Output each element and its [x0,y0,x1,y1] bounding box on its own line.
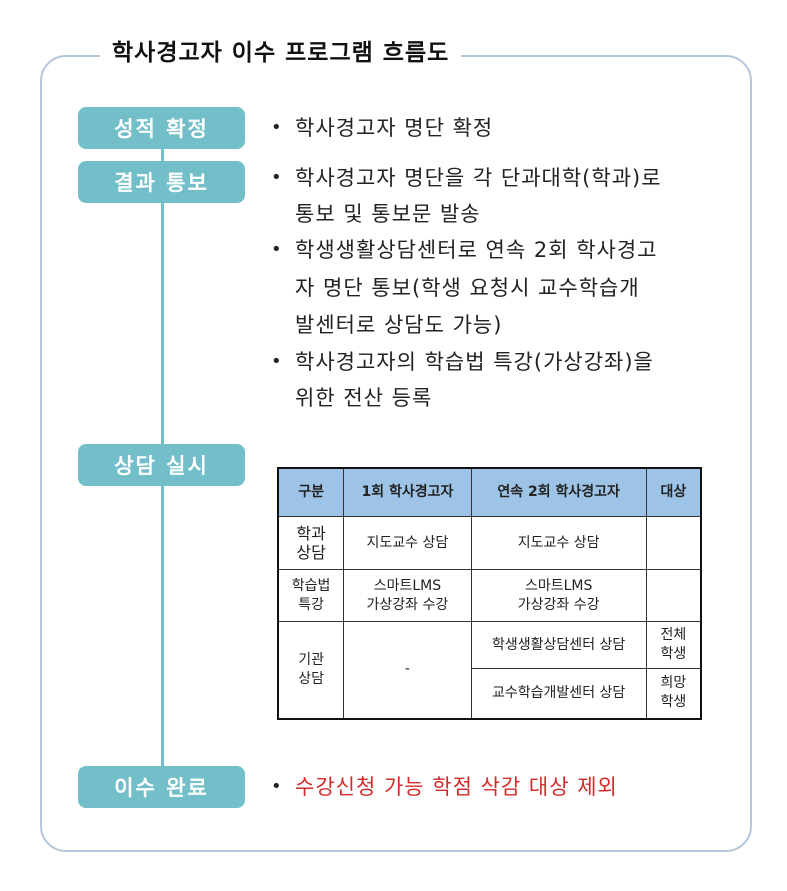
table-header-row: 구분 1회 학사경고자 연속 2회 학사경고자 대상 [277,467,702,517]
bullet-icon: • [271,351,282,372]
step2-text: 자 명단 통보(학생 요청시 교수학습개 [295,276,640,300]
step-completion: 이수 완료 [78,766,245,808]
step2-text: 학사경고자의 학습법 특강(가상강좌)을 [295,350,654,374]
bullet-icon: • [271,239,282,260]
table-row: 학습법 특강 스마트LMS 가상강좌 수강 스마트LMS 가상강좌 수강 [277,569,702,622]
table-row: 교수학습개발센터 상담 희망 학생 [278,668,702,719]
diagram-title: 학사경고자 이수 프로그램 흐름도 [100,36,462,70]
row-label: 학습법 특강 [277,569,345,622]
step2-text: 학생생활상담센터로 연속 2회 학사경고 [295,238,658,262]
cell: 전체 학생 [645,621,702,669]
step2-text: 통보 및 통보문 발송 [295,202,481,226]
cell: 학생생활상담센터 상담 [470,621,647,669]
step-counseling: 상담 실시 [78,444,245,486]
table-row: 기관 상담 - 학생생활상담센터 상담 전체 학생 [277,621,702,719]
row-label: 기관 상담 [277,621,345,719]
bullet-icon: • [271,167,282,188]
header-cell: 구분 [277,467,345,517]
cell: 지도교수 상담 [343,516,472,570]
cell: 지도교수 상담 [470,516,647,570]
counseling-table: 구분 1회 학사경고자 연속 2회 학사경고자 대상 학과 상담 지도교수 상담… [277,467,702,720]
step2-text: 학사경고자 명단을 각 단과대학(학과)로 [295,166,662,190]
cell: 희망 학생 [645,668,702,719]
step4-text: 수강신청 가능 학점 삭감 대상 제외 [295,775,618,799]
table-row: 학과 상담 지도교수 상담 지도교수 상담 [277,516,702,570]
cell: - [343,621,472,719]
header-cell: 연속 2회 학사경고자 [470,467,647,517]
cell: 교수학습개발센터 상담 [470,668,647,719]
step2-text: 위한 전산 등록 [295,386,433,410]
step-grade-confirm: 성적 확정 [78,107,245,149]
header-cell: 대상 [645,467,702,517]
header-cell: 1회 학사경고자 [343,467,472,517]
cell: 스마트LMS 가상강좌 수강 [343,569,472,622]
cell [645,569,702,622]
bullet-icon: • [271,776,282,797]
step2-text: 발센터로 상담도 가능) [295,313,503,337]
step-result-notice: 결과 통보 [78,161,245,203]
step1-text: 학사경고자 명단 확정 [295,116,494,140]
cell [645,516,702,570]
row-label: 학과 상담 [277,516,345,570]
bullet-icon: • [271,117,282,138]
cell: 스마트LMS 가상강좌 수강 [470,569,647,622]
